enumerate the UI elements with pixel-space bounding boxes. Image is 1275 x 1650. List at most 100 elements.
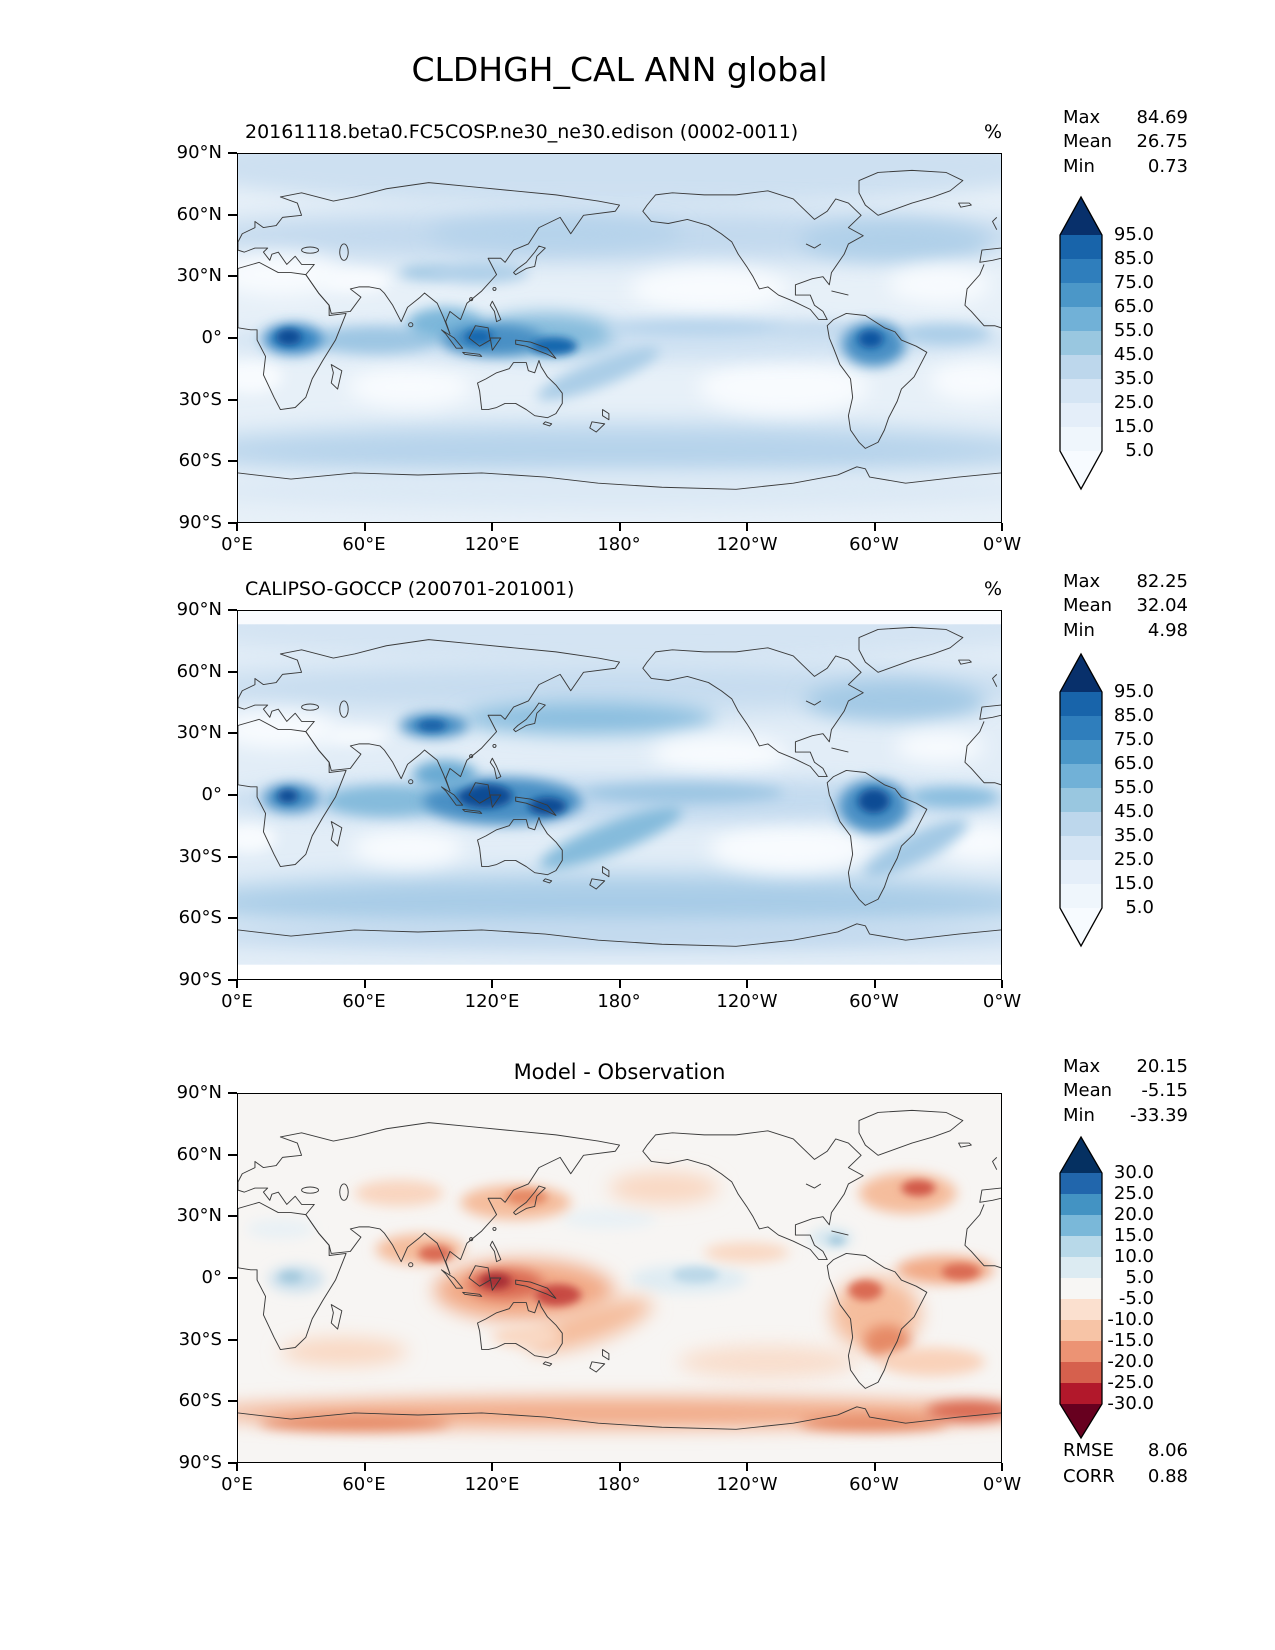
map-model-canvas [238,154,1001,522]
panel-obs-subtitle: CALIPSO-GOCCP (200701-201001) [245,578,575,600]
colorbar-tick: 25.0 [1113,392,1154,413]
y-tick-label: 30°N [176,722,222,743]
x-tick-label: 180° [597,991,641,1012]
stat-value: -5.15 [1141,1080,1188,1102]
panel-obs-units: % [983,578,1002,600]
y-tickmarks [228,152,237,524]
metric-label: RMSE [1063,1440,1114,1461]
stat-row: Min -33.39 [1063,1104,1188,1128]
colorbar-tick: 25.0 [1113,849,1154,870]
stat-label: Min [1063,1104,1095,1126]
colorbar-tick: -10.0 [1107,1309,1154,1330]
y-tick-label: 60°S [178,1390,222,1411]
colorbar-tick: 65.0 [1113,753,1154,774]
x-tick-label: 180° [597,1474,641,1495]
y-tick-label: 0° [201,327,222,348]
colorbar-tick: 20.0 [1113,1204,1154,1225]
x-tick-label: 60°W [849,991,899,1012]
colorbar-tick: 5.0 [1125,1267,1154,1288]
stat-value: -33.39 [1129,1104,1188,1126]
stat-label: Mean [1063,131,1113,153]
map-model [237,153,1002,523]
stat-value: 0.73 [1147,155,1188,177]
y-tick-label: 90°S [178,512,222,533]
colorbar-tick: 55.0 [1113,320,1154,341]
x-tick-label: 180° [597,534,641,555]
metric-row: RMSE 8.06 [1063,1438,1188,1464]
panel-model-subtitle: 20161118.beta0.FC5COSP.ne30_ne30.edison … [245,121,799,143]
y-tick-label: 30°S [178,389,222,410]
colorbar-tick: -30.0 [1107,1393,1154,1414]
figure-title: CLDHGH_CAL ANN global [411,50,828,89]
stat-row: Min 4.98 [1063,619,1188,643]
x-tickmarks [236,523,1003,531]
stat-row: Max 82.25 [1063,570,1188,594]
colorbar-cloud-model [1059,195,1103,491]
stat-row: Mean -5.15 [1063,1079,1188,1103]
x-tick-label: 60°E [342,991,386,1012]
colorbar-tick: -5.0 [1118,1288,1154,1309]
colorbar-tick: 45.0 [1113,801,1154,822]
colorbar-tick: 85.0 [1113,248,1154,269]
colorbar-tick: -25.0 [1107,1372,1154,1393]
x-tick-label: 0°E [221,534,253,555]
colorbar-tick: 5.0 [1125,897,1154,918]
panel-model-units: % [983,121,1002,143]
y-tickmarks [228,609,237,981]
y-tick-label: 60°N [176,204,222,225]
colorbar-diff [1059,1135,1103,1440]
colorbar-tick: 45.0 [1113,344,1154,365]
x-tickmarks [236,1463,1003,1471]
stat-label: Max [1063,1056,1101,1077]
y-tick-label: 30°N [176,265,222,286]
stats-model: Max 84.69 Mean 26.75 Min 0.73 [1063,106,1188,179]
stat-row: Max 20.15 [1063,1055,1188,1079]
colorbar-tick: 85.0 [1113,705,1154,726]
stat-label: Mean [1063,595,1113,617]
x-tick-label: 120°W [716,1474,778,1495]
colorbar-tick: 15.0 [1113,1225,1154,1246]
metric-value: 0.88 [1147,1466,1188,1487]
y-tick-label: 60°S [178,907,222,928]
colorbar-tick: -15.0 [1107,1330,1154,1351]
map-obs-canvas [238,611,1001,979]
stat-row: Mean 26.75 [1063,130,1188,154]
stat-row: Max 84.69 [1063,106,1188,130]
colorbar-tick: 25.0 [1113,1183,1154,1204]
x-tick-label: 0°W [982,1474,1022,1495]
colorbar-tick: -20.0 [1107,1351,1154,1372]
stats-obs: Max 82.25 Mean 32.04 Min 4.98 [1063,570,1188,643]
y-tick-label: 90°N [176,1082,222,1103]
stat-value: 84.69 [1136,107,1188,128]
stat-value: 26.75 [1136,131,1188,153]
y-tick-label: 60°N [176,1144,222,1165]
y-tick-label: 90°S [178,969,222,990]
colorbar-tick: 30.0 [1113,1162,1154,1183]
panel-diff-title: Model - Observation [513,1060,726,1084]
stat-label: Max [1063,571,1101,592]
x-tick-label: 60°W [849,534,899,555]
y-tick-label: 60°N [176,661,222,682]
colorbar-tick: 75.0 [1113,729,1154,750]
stat-label: Max [1063,107,1101,128]
stat-label: Min [1063,155,1095,177]
y-tick-label: 30°S [178,846,222,867]
stats-diff: Max 20.15 Mean -5.15 Min -33.39 [1063,1055,1188,1128]
y-tick-label: 30°S [178,1329,222,1350]
colorbar-tick: 95.0 [1113,681,1154,702]
colorbar-tick: 5.0 [1125,440,1154,461]
colorbar-tick: 35.0 [1113,368,1154,389]
metrics-diff: RMSE 8.06 CORR 0.88 [1063,1438,1188,1490]
y-tick-label: 60°S [178,450,222,471]
colorbar-tick: 15.0 [1113,416,1154,437]
stat-label: Min [1063,619,1095,641]
colorbar-tick: 35.0 [1113,825,1154,846]
y-tickmarks [228,1092,237,1464]
stat-label: Mean [1063,1080,1113,1102]
x-tick-label: 120°W [716,534,778,555]
y-tick-label: 0° [201,784,222,805]
x-tick-label: 120°W [716,991,778,1012]
x-tick-label: 120°E [464,1474,520,1495]
stat-value: 82.25 [1136,571,1188,592]
